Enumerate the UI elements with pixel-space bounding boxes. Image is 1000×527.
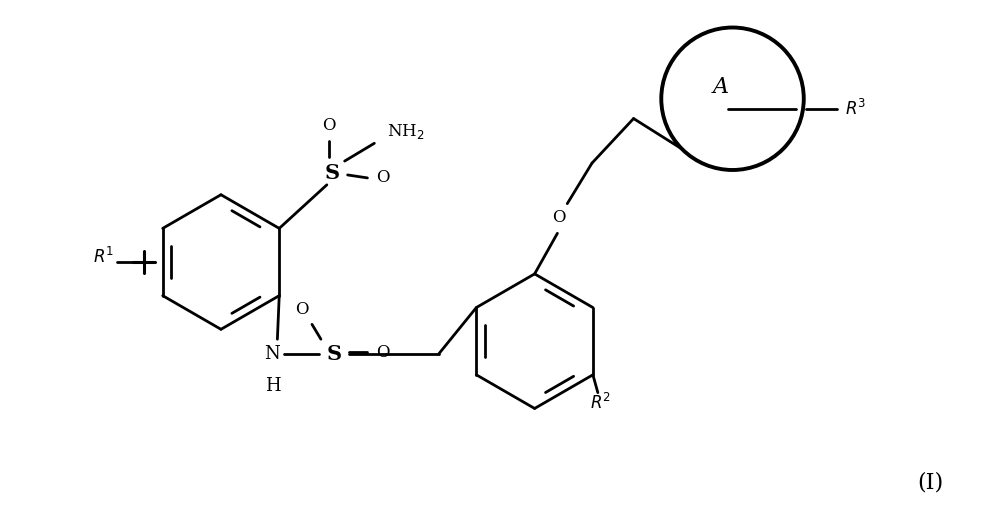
Text: S: S	[326, 344, 341, 364]
Text: $R^1$: $R^1$	[93, 247, 114, 267]
Text: O: O	[322, 117, 336, 134]
Text: (I): (I)	[917, 472, 944, 494]
Text: O: O	[376, 169, 390, 187]
Text: $R^3$: $R^3$	[845, 99, 867, 119]
Text: N: N	[265, 345, 280, 363]
Text: O: O	[553, 209, 566, 226]
Text: O: O	[376, 344, 390, 360]
Text: A: A	[713, 76, 729, 98]
Text: $R^2$: $R^2$	[590, 393, 611, 413]
Text: O: O	[295, 301, 309, 318]
Text: H: H	[265, 377, 280, 395]
Text: NH$_2$: NH$_2$	[387, 122, 425, 141]
Text: S: S	[324, 163, 339, 183]
